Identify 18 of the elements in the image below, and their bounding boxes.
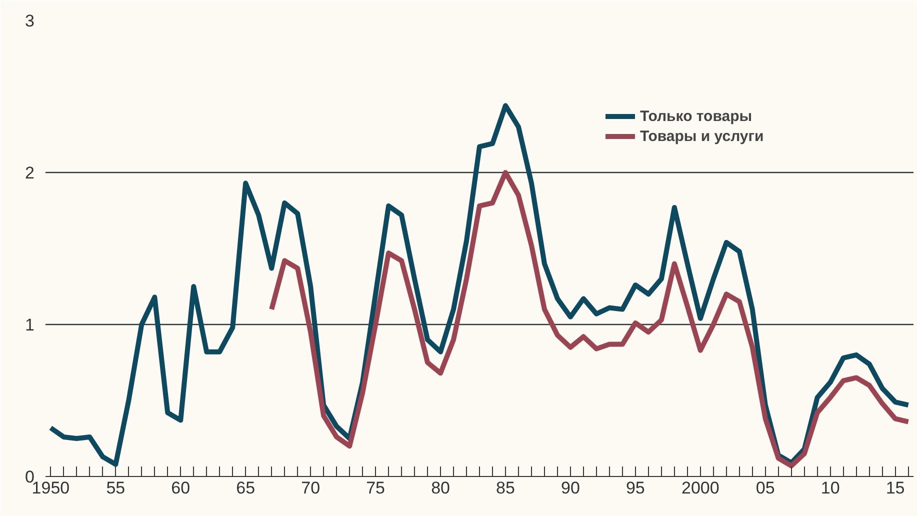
x-tick-label: 05: [756, 478, 775, 498]
x-tick-label: 55: [106, 478, 126, 498]
x-tick-label: 85: [496, 478, 515, 498]
x-tick-label: 90: [561, 478, 580, 498]
legend-label: Товары и услуги: [640, 128, 764, 144]
y-tick-label: 3: [25, 12, 35, 30]
x-tick-label: 60: [171, 478, 190, 498]
x-tick-label: 80: [431, 478, 450, 498]
x-tick-label: 10: [820, 478, 840, 498]
legend-label: Только товары: [640, 108, 752, 124]
x-tick-label: 2000: [681, 478, 720, 498]
x-tick-label: 95: [626, 478, 645, 498]
y-tick-label: 2: [25, 164, 35, 182]
y-tick-label: 1: [25, 316, 35, 334]
x-tick-label: 70: [301, 478, 320, 498]
x-tick-label: 75: [366, 478, 386, 498]
x-tick-label: 65: [236, 478, 256, 498]
x-tick-label: 15: [886, 478, 905, 498]
